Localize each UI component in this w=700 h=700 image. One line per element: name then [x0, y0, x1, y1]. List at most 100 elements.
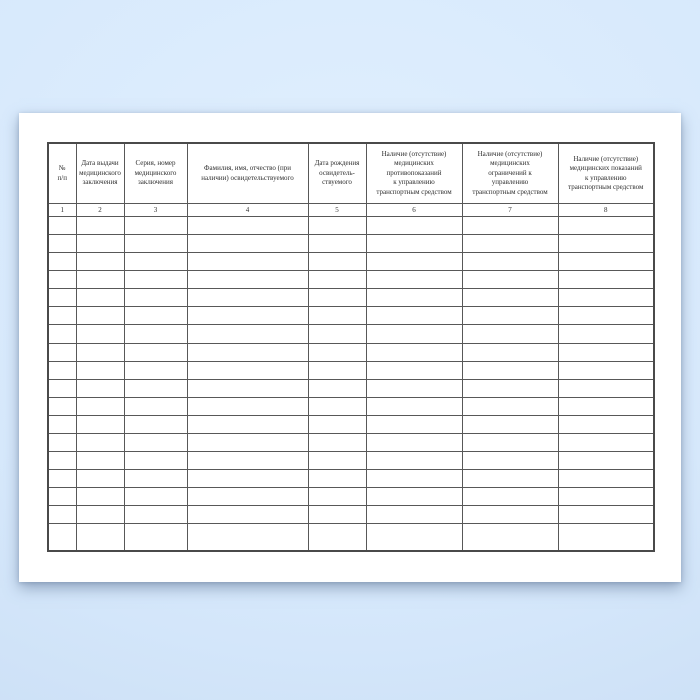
empty-cell: [186, 342, 309, 362]
empty-cell: [123, 469, 188, 489]
empty-cell: [461, 432, 559, 453]
column-header: Серия, номер медицинского заключения: [123, 142, 188, 204]
empty-cell: [307, 414, 367, 434]
empty-cell: [461, 342, 559, 362]
empty-cell: [75, 306, 125, 326]
empty-cell: [75, 523, 125, 552]
empty-cell: [186, 215, 309, 236]
empty-cell: [557, 505, 655, 525]
empty-cell: [123, 252, 188, 272]
column-number-cell: 6: [365, 203, 463, 217]
empty-cell: [47, 324, 77, 344]
empty-cell: [307, 360, 367, 380]
empty-cell: [186, 505, 309, 525]
empty-cell: [47, 469, 77, 489]
column-number-cell: 2: [75, 203, 125, 217]
empty-cell: [557, 324, 655, 344]
empty-cell: [461, 252, 559, 272]
empty-cell: [123, 360, 188, 380]
empty-cell: [461, 360, 559, 380]
empty-cell: [75, 288, 125, 308]
empty-cell: [186, 469, 309, 489]
empty-cell: [75, 324, 125, 344]
empty-cell: [123, 378, 188, 398]
column-header: Дата выдачи медицинского заключения: [75, 142, 125, 204]
empty-cell: [557, 414, 655, 434]
column-header: Дата рождения освидетель- ствуемого: [307, 142, 367, 204]
empty-cell: [75, 451, 125, 471]
empty-cell: [47, 234, 77, 254]
table-row: [47, 288, 655, 308]
empty-cell: [365, 396, 463, 416]
empty-cell: [186, 270, 309, 290]
table-row: [47, 342, 655, 362]
medical-register-table: № п/п Дата выдачи медицинского заключения…: [47, 142, 655, 552]
empty-cell: [47, 215, 77, 236]
empty-cell: [365, 324, 463, 344]
table-row: [47, 252, 655, 272]
empty-cell: [47, 414, 77, 434]
table-row: [47, 324, 655, 344]
column-number-cell: 1: [47, 203, 77, 217]
empty-cell: [365, 306, 463, 326]
empty-cell: [461, 324, 559, 344]
empty-cell: [461, 469, 559, 489]
empty-cell: [557, 487, 655, 507]
empty-cell: [365, 215, 463, 236]
empty-cell: [186, 523, 309, 552]
empty-cell: [307, 324, 367, 344]
empty-cell: [47, 451, 77, 471]
empty-cell: [307, 505, 367, 525]
empty-cell: [186, 288, 309, 308]
empty-cell: [123, 234, 188, 254]
empty-cell: [365, 234, 463, 254]
empty-cell: [47, 306, 77, 326]
header-row: № п/п Дата выдачи медицинского заключения…: [47, 142, 655, 204]
empty-cell: [123, 396, 188, 416]
empty-cell: [75, 234, 125, 254]
empty-cell: [123, 414, 188, 434]
empty-cell: [307, 432, 367, 453]
empty-cell: [123, 215, 188, 236]
empty-cell: [186, 306, 309, 326]
empty-cell: [365, 342, 463, 362]
empty-cell: [557, 215, 655, 236]
table-row: [47, 505, 655, 525]
empty-cell: [365, 270, 463, 290]
empty-cell: [307, 451, 367, 471]
empty-cell: [75, 270, 125, 290]
empty-cell: [557, 469, 655, 489]
empty-cell: [186, 360, 309, 380]
empty-cell: [186, 378, 309, 398]
empty-cell: [557, 306, 655, 326]
empty-cell: [186, 396, 309, 416]
empty-cell: [461, 396, 559, 416]
column-number-cell: 7: [461, 203, 559, 217]
empty-cell: [75, 360, 125, 380]
empty-cell: [461, 234, 559, 254]
empty-cell: [307, 288, 367, 308]
empty-cell: [365, 378, 463, 398]
empty-cell: [47, 523, 77, 552]
empty-cell: [123, 487, 188, 507]
table-row: [47, 360, 655, 380]
empty-cell: [365, 414, 463, 434]
column-header: Наличие (отсутствие) медицинских показан…: [557, 142, 655, 204]
empty-cell: [365, 451, 463, 471]
empty-cell: [123, 432, 188, 453]
empty-cell: [365, 487, 463, 507]
empty-cell: [557, 451, 655, 471]
column-header: № п/п: [47, 142, 77, 204]
table-row: [47, 451, 655, 471]
empty-cell: [186, 432, 309, 453]
table-row: [47, 414, 655, 434]
empty-cell: [75, 432, 125, 453]
empty-cell: [47, 360, 77, 380]
empty-cell: [365, 469, 463, 489]
empty-cell: [461, 270, 559, 290]
empty-cell: [307, 523, 367, 552]
empty-cell: [365, 505, 463, 525]
empty-cell: [47, 270, 77, 290]
paper-sheet: № п/п Дата выдачи медицинского заключения…: [19, 113, 681, 582]
